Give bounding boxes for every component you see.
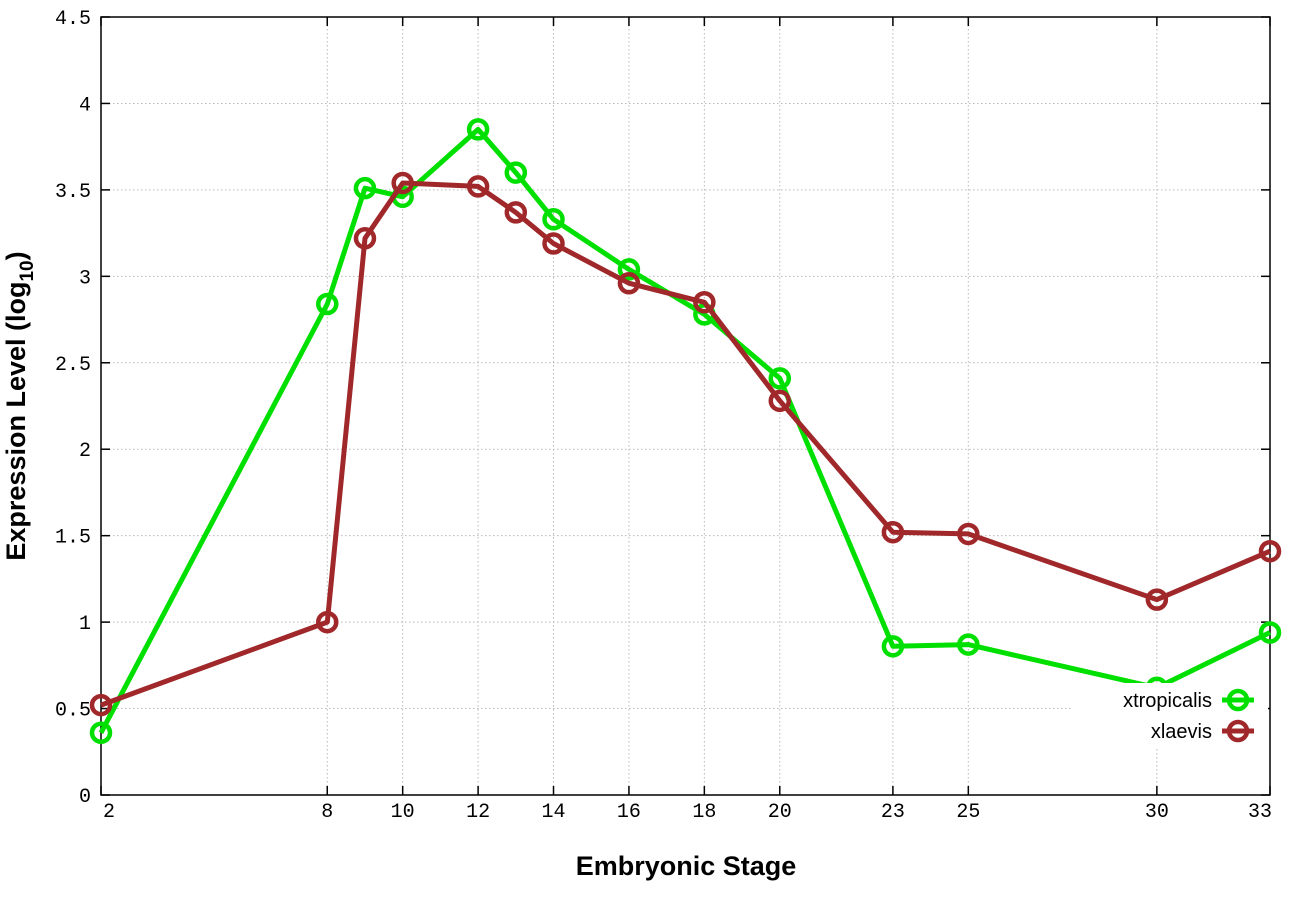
data-point-xlaevis xyxy=(542,232,565,255)
plot-frame xyxy=(100,16,1271,796)
data-point-xtropicalis xyxy=(316,292,339,316)
y-axis-title-subscript: 10 xyxy=(17,260,38,281)
legend-marker-xtropicalis xyxy=(1226,688,1250,712)
legend-label-xtropicalis: xtropicalis xyxy=(1123,690,1212,712)
x-tick-label: 33 xyxy=(1248,801,1272,824)
legend-marker-xlaevis xyxy=(1226,719,1250,743)
data-point-xlaevis xyxy=(504,201,528,224)
series-line-xtropicalis xyxy=(98,126,1272,734)
data-point-xtropicalis xyxy=(768,367,792,390)
data-point-xlaevis xyxy=(89,693,113,717)
data-point-xtropicalis xyxy=(353,176,377,200)
data-point-xtropicalis xyxy=(1258,621,1282,644)
data-point-xlaevis xyxy=(466,175,490,198)
x-tick-label: 23 xyxy=(881,801,905,824)
series-line-xlaevis xyxy=(100,180,1271,708)
y-tick-label: 1.5 xyxy=(55,527,91,550)
data-point-xlaevis xyxy=(881,520,905,544)
x-tick-label: 8 xyxy=(321,801,333,824)
x-tick-label: 16 xyxy=(617,801,641,824)
data-point-xlaevis xyxy=(768,389,792,413)
data-point-xtropicalis xyxy=(617,258,641,281)
data-point-xtropicalis xyxy=(466,118,490,141)
legend-label-xlaevis: xlaevis xyxy=(1151,721,1212,743)
data-point-xtropicalis xyxy=(504,161,528,184)
x-tick-label: 20 xyxy=(768,801,792,824)
x-tick-label: 10 xyxy=(391,801,415,824)
axis-ticks: 0 0.5 1 1.5 2 2.5 3 3.5 4 4.5 2 8 10 12 14 16 18 20 23 25 30… xyxy=(55,8,1272,824)
x-tick-label: 12 xyxy=(466,801,490,824)
y-axis-title: Expression Level (log10) xyxy=(1,251,38,560)
grid-lines xyxy=(101,17,1270,795)
x-tick-label: 25 xyxy=(956,801,980,824)
legend: xtropicalis xlaevis xyxy=(1072,683,1268,747)
x-tick-label: 14 xyxy=(542,801,566,824)
data-point-xlaevis xyxy=(1145,588,1169,611)
y-tick-label: 4.5 xyxy=(55,8,91,31)
data-point-xlaevis xyxy=(617,271,641,295)
y-tick-label: 2.5 xyxy=(55,354,91,377)
data-point-xtropicalis xyxy=(957,633,980,656)
data-point-xtropicalis xyxy=(542,208,565,231)
data-point-xlaevis xyxy=(1258,539,1282,563)
data-point-xlaevis xyxy=(316,610,339,634)
y-tick-label: 0 xyxy=(79,786,91,809)
y-tick-label: 0.5 xyxy=(55,700,91,723)
data-point-xtropicalis xyxy=(89,721,113,745)
y-tick-label: 3.5 xyxy=(55,181,91,204)
series-group xyxy=(89,118,1282,745)
x-tick-label: 2 xyxy=(103,801,115,824)
data-point-xlaevis xyxy=(391,171,414,195)
y-tick-label: 2 xyxy=(79,440,91,463)
y-tick-label: 3 xyxy=(79,267,91,290)
x-tick-label: 18 xyxy=(692,801,716,824)
data-point-xlaevis xyxy=(957,522,980,546)
y-tick-label: 1 xyxy=(79,613,91,636)
x-axis-title: Embryonic Stage xyxy=(576,851,797,881)
data-point-xtropicalis xyxy=(881,635,905,658)
data-point-xlaevis xyxy=(693,291,716,314)
y-tick-label: 4 xyxy=(79,94,91,117)
x-tick-label: 30 xyxy=(1145,801,1169,824)
data-point-xlaevis xyxy=(353,227,377,250)
